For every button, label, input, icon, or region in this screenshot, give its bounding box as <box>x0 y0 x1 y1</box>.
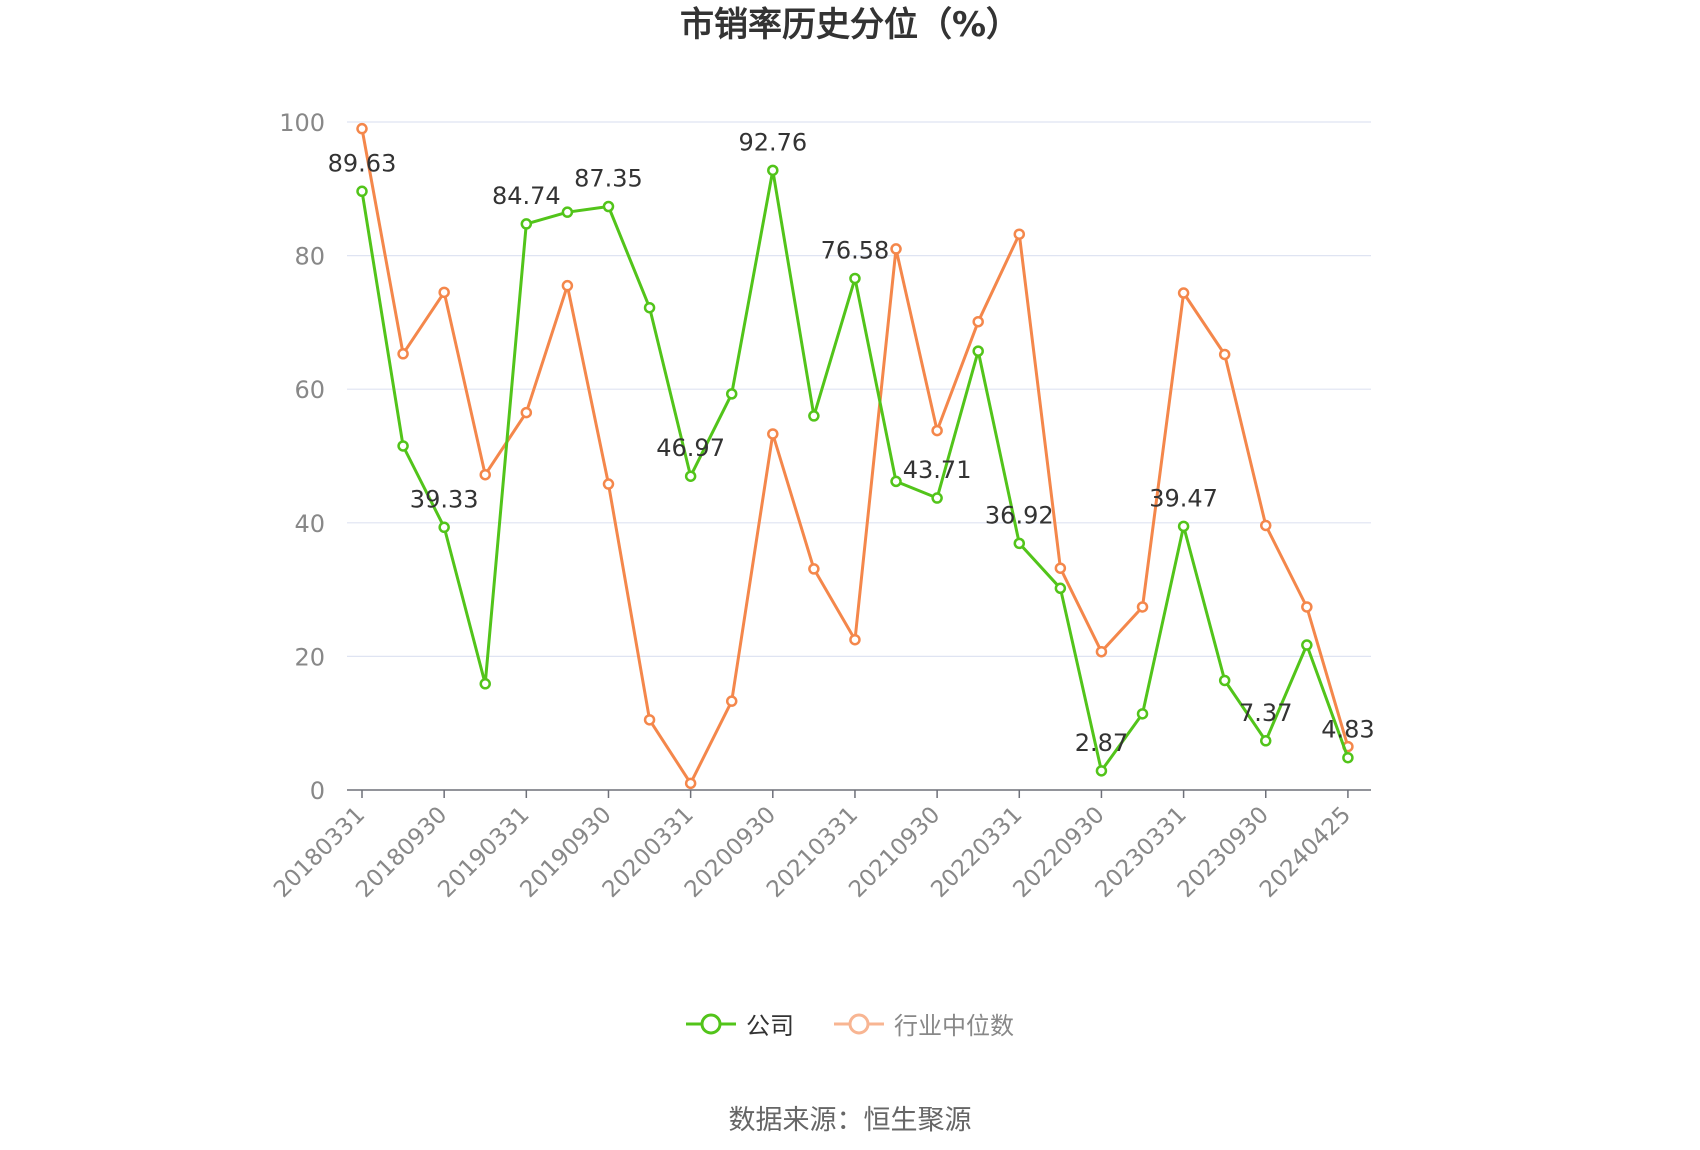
data-label: 36.92 <box>985 501 1054 529</box>
legend: 公司 行业中位数 <box>0 1006 1700 1041</box>
data-point[interactable] <box>520 218 533 230</box>
data-label: 87.35 <box>574 165 643 193</box>
data-point[interactable] <box>849 633 861 646</box>
data-point[interactable] <box>438 286 450 299</box>
y-tick-label: 20 <box>294 643 325 671</box>
legend-item-company[interactable]: 公司 <box>686 1006 794 1041</box>
data-point[interactable] <box>1013 228 1026 240</box>
data-point[interactable] <box>1136 601 1149 613</box>
data-point[interactable] <box>561 206 574 218</box>
data-point[interactable] <box>1054 582 1067 595</box>
data-point[interactable] <box>643 714 656 726</box>
data-point[interactable] <box>767 164 779 177</box>
data-point[interactable] <box>1260 735 1272 747</box>
legend-marker-icon <box>686 1013 736 1034</box>
data-point[interactable] <box>808 410 820 422</box>
data-point[interactable] <box>1342 751 1354 764</box>
data-point[interactable] <box>767 428 779 440</box>
y-tick-label: 40 <box>294 510 325 538</box>
y-tick-label: 60 <box>294 376 325 404</box>
data-label: 39.33 <box>410 485 479 513</box>
data-label: 46.97 <box>656 434 725 462</box>
data-point[interactable] <box>1218 674 1231 687</box>
data-label: 2.87 <box>1075 729 1128 757</box>
chart-title: 市销率历史分位（%） <box>679 5 1021 45</box>
legend-label: 行业中位数 <box>894 1012 1014 1040</box>
data-point[interactable] <box>725 695 738 707</box>
data-point[interactable] <box>397 348 409 360</box>
data-label: 84.74 <box>492 182 561 210</box>
data-point[interactable] <box>1301 639 1313 651</box>
data-label: 4.83 <box>1321 716 1374 744</box>
data-point[interactable] <box>890 475 902 488</box>
data-point[interactable] <box>972 315 984 328</box>
data-point[interactable] <box>1260 519 1272 532</box>
legend-marker-icon <box>834 1013 884 1034</box>
data-point[interactable] <box>1218 348 1231 361</box>
data-point[interactable] <box>1177 520 1190 533</box>
y-tick-label: 0 <box>310 777 325 805</box>
data-point[interactable] <box>1054 562 1067 574</box>
data-point[interactable] <box>931 492 943 504</box>
data-point[interactable] <box>1095 765 1108 777</box>
data-point[interactable] <box>1095 645 1108 658</box>
y-tick-label: 100 <box>279 109 325 137</box>
data-point[interactable] <box>1136 708 1149 720</box>
y-tick-label: 80 <box>294 243 325 271</box>
data-labels: 89.63 39.33 84.74 87.35 46.97 92.76 76.58 43.71… <box>328 128 1375 756</box>
data-point[interactable] <box>602 200 615 213</box>
data-point[interactable] <box>684 470 697 482</box>
series-lines <box>356 122 1354 790</box>
data-label: 92.76 <box>738 128 807 156</box>
data-point[interactable] <box>520 406 533 419</box>
chart-plot: 0204060801002018033120180930201903312019… <box>269 109 1375 903</box>
data-point[interactable] <box>931 424 943 437</box>
series-line-industry-median <box>360 128 1350 785</box>
axes: 0204060801002018033120180930201903312019… <box>269 109 1371 903</box>
data-point[interactable] <box>602 478 615 490</box>
grid-lines <box>347 121 1371 658</box>
source-note: 数据来源：恒生聚源 <box>728 1105 972 1136</box>
data-point[interactable] <box>643 301 656 314</box>
data-point[interactable] <box>356 122 368 135</box>
data-point[interactable] <box>561 279 574 292</box>
data-point[interactable] <box>1301 601 1313 613</box>
data-label: 76.58 <box>821 236 890 264</box>
data-point[interactable] <box>397 440 409 452</box>
data-point[interactable] <box>684 777 697 790</box>
data-point[interactable] <box>356 185 368 198</box>
legend-label: 公司 <box>746 1012 794 1040</box>
data-point[interactable] <box>972 345 984 357</box>
data-point[interactable] <box>1177 287 1190 299</box>
data-point[interactable] <box>890 243 902 255</box>
data-label: 7.37 <box>1239 699 1292 727</box>
data-point[interactable] <box>808 563 820 575</box>
legend-item-industry-median[interactable]: 行业中位数 <box>834 1006 1014 1041</box>
data-point[interactable] <box>1013 537 1026 550</box>
data-point[interactable] <box>438 521 450 534</box>
data-label: 89.63 <box>328 149 397 177</box>
data-label: 43.71 <box>903 456 972 484</box>
data-point[interactable] <box>849 272 861 285</box>
data-point[interactable] <box>479 678 491 690</box>
data-label: 39.47 <box>1149 484 1218 512</box>
data-point[interactable] <box>479 468 491 481</box>
data-point[interactable] <box>725 388 738 400</box>
